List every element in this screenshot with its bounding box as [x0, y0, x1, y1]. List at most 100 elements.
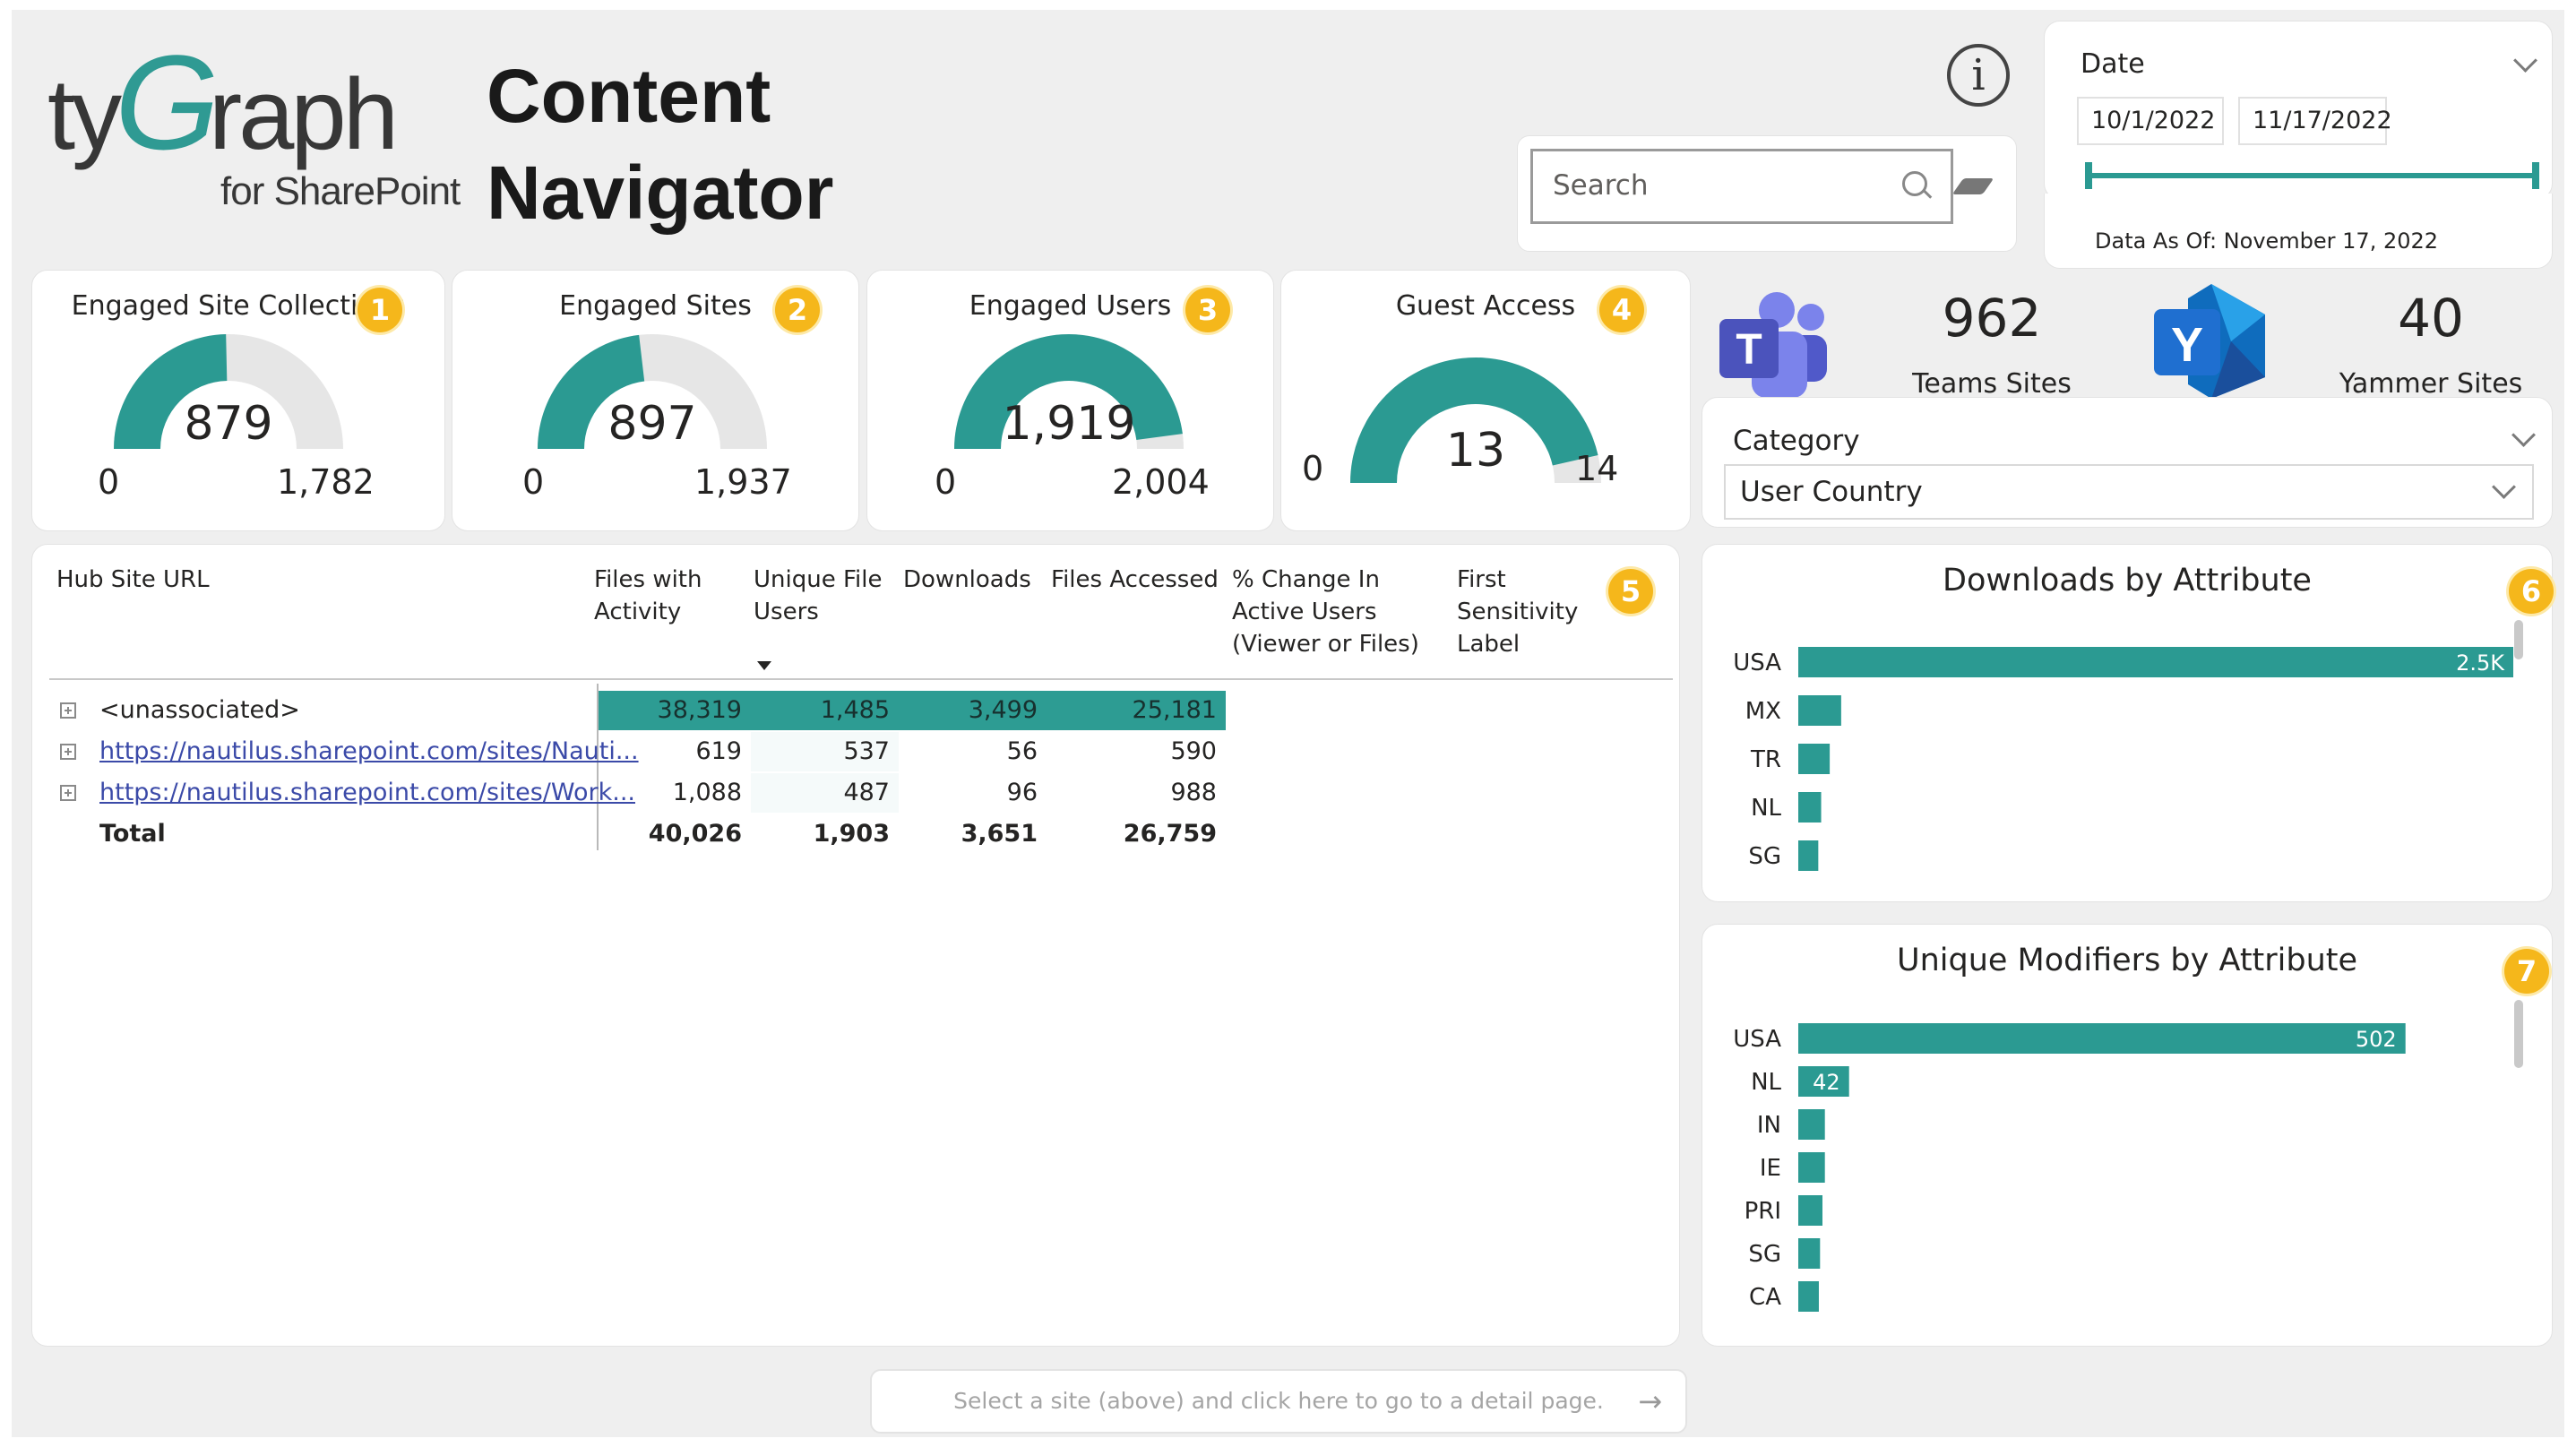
bar-ie[interactable] — [1798, 1152, 1825, 1183]
bar-nl[interactable] — [1798, 1066, 1849, 1097]
teams-sites-count: 962 — [1942, 288, 2042, 349]
table-total-label: Total — [99, 820, 166, 848]
hub-site-link[interactable]: https://nautilus.sharepoint.com/sites/Wo… — [99, 779, 635, 806]
table-cell-files-accessed[interactable]: 25,181 — [1047, 691, 1226, 730]
logo-text-pre: ty — [47, 58, 122, 170]
slider-handle-start[interactable] — [2085, 162, 2092, 189]
bar-category-label: PRI — [1745, 1198, 1781, 1225]
col-header-files-activity[interactable]: Files with Activity — [594, 566, 702, 625]
downloads-chart-title: Downloads by Attribute — [1943, 563, 2312, 599]
table-cell-downloads[interactable]: 3,499 — [899, 691, 1047, 730]
logo-text-post: raph — [208, 58, 399, 170]
date-filter-card: Date 10/1/2022 11/17/2022 — [2044, 21, 2553, 200]
svg-text:Y: Y — [2171, 318, 2203, 372]
category-label: Category — [1733, 425, 1860, 457]
hub-site-link[interactable]: https://nautilus.sharepoint.com/sites/Na… — [99, 737, 639, 765]
table-cell-files-activity[interactable]: 38,319 — [599, 691, 751, 730]
logo-text-g: G — [115, 27, 220, 177]
bar-data-label: 42 — [1813, 1070, 1840, 1095]
kpi-badge: 3 — [1185, 288, 1230, 332]
chevron-down-icon[interactable] — [2513, 48, 2537, 73]
date-end-input[interactable]: 11/17/2022 — [2238, 97, 2392, 145]
table-cell-unique-users[interactable]: 537 — [751, 732, 899, 771]
bar-category-label: MX — [1745, 698, 1781, 725]
kpi-value: 879 — [184, 397, 273, 451]
kpi-min: 0 — [522, 462, 545, 502]
page-title-line1: Content — [487, 54, 771, 138]
kpi-badge: 4 — [1599, 288, 1644, 332]
bar-sg[interactable] — [1798, 840, 1819, 871]
table-total-files-activity: 40,026 — [648, 820, 742, 848]
table-cell-files-accessed[interactable]: 988 — [1170, 779, 1217, 806]
yammer-sites-count: 40 — [2398, 288, 2464, 349]
bar-data-label: 502 — [2356, 1027, 2397, 1052]
kpi-max: 14 — [1575, 449, 1619, 488]
date-range-slider[interactable] — [2089, 173, 2537, 178]
search-icon[interactable] — [1902, 171, 1927, 196]
info-icon[interactable]: i — [1947, 44, 2010, 107]
table-cell-downloads[interactable]: 96 — [1006, 779, 1038, 806]
table-cell-unique-users[interactable]: 487 — [751, 773, 899, 813]
expand-row-icon[interactable] — [60, 702, 76, 719]
date-start-input[interactable]: 10/1/2022 — [2077, 97, 2224, 145]
bar-in[interactable] — [1798, 1109, 1825, 1140]
col-header-sensitivity[interactable]: First Sensitivity Label — [1457, 566, 1579, 658]
bar-tr[interactable] — [1798, 744, 1831, 774]
sort-desc-icon[interactable] — [757, 661, 771, 670]
kpi-title: Engaged Site Collections — [71, 290, 406, 322]
col-header-downloads[interactable]: Downloads — [903, 566, 1031, 593]
detail-page-button[interactable]: Select a site (above) and click here to … — [870, 1369, 1687, 1434]
expand-row-icon[interactable] — [60, 785, 76, 801]
yammer-icon: Y — [2149, 279, 2274, 404]
chart-scrollbar[interactable] — [2514, 1000, 2523, 1068]
hub-unassociated-label[interactable]: <unassociated> — [99, 696, 300, 724]
modifiers-bar-chart: USA 502 NL 42 IN IE PRI SG CA — [1733, 1023, 2406, 1312]
table-cell-files-accessed[interactable]: 590 — [1170, 737, 1217, 765]
table-cell-downloads[interactable]: 56 — [1006, 737, 1038, 765]
bar-sg[interactable] — [1798, 1238, 1821, 1269]
table-total-unique-users: 1,903 — [813, 820, 890, 848]
expand-row-icon[interactable] — [60, 744, 76, 760]
search-input[interactable]: Search — [1530, 149, 1953, 224]
col-header-unique-users[interactable]: Unique File Users — [754, 566, 883, 625]
bar-category-label: SG — [1748, 1241, 1781, 1268]
logo-subtitle: for SharePoint — [220, 169, 461, 213]
bar-usa[interactable] — [1798, 1023, 2406, 1054]
bar-pri[interactable] — [1798, 1195, 1822, 1226]
col-header-files-accessed[interactable]: Files Accessed — [1051, 566, 1219, 593]
kpi-badge: 2 — [775, 288, 820, 332]
col-header-pct-change[interactable]: % Change In Active Users (Viewer or File… — [1232, 566, 1419, 658]
col-header-hub[interactable]: Hub Site URL — [56, 566, 210, 593]
modifiers-chart-badge: 7 — [2504, 949, 2549, 994]
bar-category-label: IN — [1757, 1112, 1781, 1139]
bar-nl[interactable] — [1798, 792, 1822, 823]
bar-category-label: NL — [1751, 795, 1781, 822]
category-select[interactable]: User Country — [1724, 464, 2534, 520]
kpi-badge: 1 — [358, 288, 402, 332]
hub-sites-table-card — [31, 544, 1680, 1347]
table-cell-files-activity[interactable]: 1,088 — [672, 779, 742, 806]
table-cell-unique-users[interactable]: 1,485 — [751, 691, 899, 730]
bar-ca[interactable] — [1798, 1281, 1819, 1312]
downloads-chart-card: Downloads by Attribute 6 USA 2.5K MX TR NL SG — [1702, 544, 2554, 902]
kpi-min: 0 — [98, 462, 120, 502]
data-as-of-text: Data As Of: November 17, 2022 — [2095, 228, 2439, 254]
kpi-value: 1,919 — [1002, 397, 1136, 451]
bar-mx[interactable] — [1798, 695, 1841, 726]
report-canvas: tyGraph for SharePoint Content Navigator… — [12, 10, 2564, 1437]
kpi-title: Engaged Users — [969, 290, 1172, 322]
slider-handle-end[interactable] — [2532, 162, 2539, 189]
table-total-downloads: 3,651 — [961, 820, 1038, 848]
bar-category-label: USA — [1733, 650, 1781, 676]
bar-usa[interactable] — [1798, 647, 2513, 677]
chevron-down-icon[interactable] — [2511, 423, 2536, 447]
search-placeholder: Search — [1553, 169, 1649, 202]
table-cell-files-activity[interactable]: 619 — [695, 737, 742, 765]
modifiers-chart-title: Unique Modifiers by Attribute — [1896, 943, 2358, 978]
bar-category-label: NL — [1751, 1069, 1781, 1096]
category-selected-value: User Country — [1740, 476, 1923, 508]
svg-text:T: T — [1736, 326, 1762, 374]
table-column-divider — [597, 684, 599, 850]
bar-category-label: CA — [1749, 1284, 1781, 1311]
chart-scrollbar[interactable] — [2514, 620, 2523, 659]
